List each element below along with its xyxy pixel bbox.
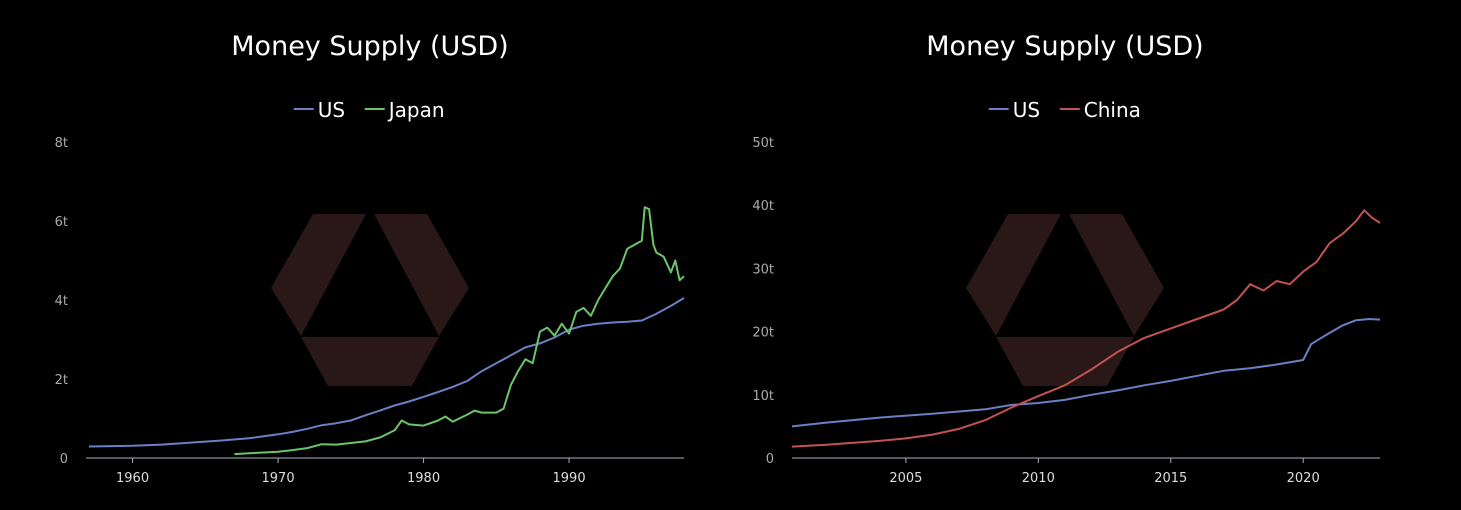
chart-title: Money Supply (USD): [926, 31, 1203, 62]
legend: US China: [988, 98, 1141, 122]
y-tick-label: 0: [766, 452, 774, 467]
series-line-us: [88, 297, 685, 448]
watermark-bottom-piece: [301, 337, 439, 386]
legend: US Japan: [293, 98, 445, 122]
legend-item-us: US: [293, 98, 345, 122]
legend-label-us: US: [1013, 98, 1040, 122]
y-tick-label: 50t: [752, 136, 774, 151]
hexagon-logo-icon: [271, 214, 469, 386]
watermark-left-piece: [271, 214, 366, 336]
y-tick-label: 4t: [55, 294, 68, 309]
money-supply-us-china-chart: Money Supply (USD) US China 0 10t 20t 30t 40t 50…: [752, 31, 1381, 486]
x-tick-label: 1990: [553, 471, 586, 486]
x-tick-label: 1980: [407, 471, 440, 486]
legend-label-china: China: [1084, 98, 1141, 122]
x-tick-label: 2020: [1287, 471, 1320, 486]
y-tick-label: 0: [60, 452, 68, 467]
y-tick-label: 20t: [752, 326, 774, 341]
y-tick-label: 6t: [55, 215, 68, 230]
x-tick-label: 1970: [262, 471, 295, 486]
y-tick-label: 30t: [752, 262, 774, 277]
series-line-japan: [234, 206, 685, 456]
series-line-china: [791, 209, 1381, 448]
series-line-us: [791, 318, 1381, 428]
watermark-right-piece: [1069, 214, 1164, 336]
legend-label-us: US: [318, 98, 345, 122]
legend-label-japan: Japan: [387, 98, 445, 122]
x-tick-label: 2005: [889, 471, 922, 486]
x-tick-label: 2015: [1154, 471, 1187, 486]
chart-panel-money-supply-us-japan: Money Supply (USD) US Japan 0 2t 4t 6t 8t 1960 19…: [0, 0, 730, 510]
hexagon-logo-icon: [966, 214, 1164, 386]
x-tick-label: 2010: [1022, 471, 1055, 486]
legend-item-china: China: [1059, 98, 1141, 122]
chart-panel-money-supply-us-china: Money Supply (USD) US China 0 10t 20t 30t 40t 50…: [730, 0, 1461, 510]
y-tick-label: 40t: [752, 199, 774, 214]
y-tick-label: 8t: [55, 136, 68, 151]
y-tick-label: 2t: [55, 373, 68, 388]
watermark-left-piece: [966, 214, 1061, 336]
legend-item-us: US: [988, 98, 1040, 122]
legend-item-japan: Japan: [364, 98, 445, 122]
watermark-right-piece: [374, 214, 469, 336]
y-tick-label: 10t: [752, 389, 774, 404]
money-supply-us-japan-chart: Money Supply (USD) US Japan 0 2t 4t 6t 8t 1960 19…: [55, 31, 685, 486]
watermark-bottom-piece: [996, 337, 1134, 386]
chart-title: Money Supply (USD): [231, 31, 508, 62]
x-tick-label: 1960: [116, 471, 149, 486]
